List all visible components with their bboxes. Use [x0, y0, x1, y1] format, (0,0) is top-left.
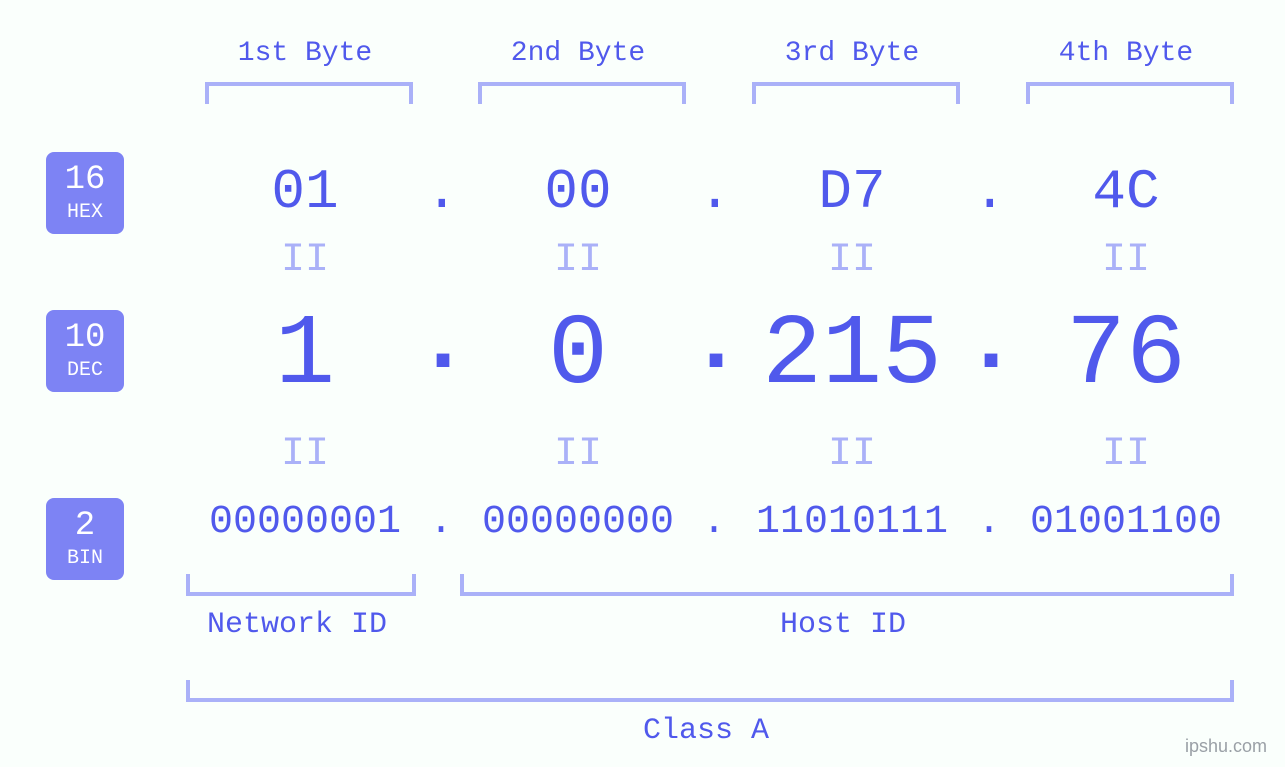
- eq-sign-2c: II: [822, 432, 882, 477]
- byte-header-1: 1st Byte: [175, 38, 435, 69]
- badge-bin-label: BIN: [67, 548, 103, 570]
- badge-dec-base: 10: [65, 320, 106, 357]
- host-id-label: Host ID: [460, 608, 1226, 642]
- badge-bin-base: 2: [75, 508, 95, 545]
- top-bracket-3: [752, 82, 960, 104]
- eq-sign-1d: II: [1096, 238, 1156, 283]
- eq-sign-1b: II: [548, 238, 608, 283]
- top-bracket-2: [478, 82, 686, 104]
- watermark: ipshu.com: [1185, 736, 1267, 757]
- bin-byte-1: 00000001: [175, 500, 435, 545]
- badge-dec: 10 DEC: [46, 310, 124, 392]
- badge-hex: 16 HEX: [46, 152, 124, 234]
- eq-sign-2a: II: [275, 432, 335, 477]
- badge-bin: 2 BIN: [46, 498, 124, 580]
- eq-sign-2b: II: [548, 432, 608, 477]
- bottom-bracket-class: [186, 680, 1234, 702]
- byte-header-4: 4th Byte: [996, 38, 1256, 69]
- dec-byte-2: 0: [458, 300, 698, 413]
- class-label: Class A: [186, 714, 1226, 748]
- eq-sign-2d: II: [1096, 432, 1156, 477]
- bin-byte-3: 11010111: [722, 500, 982, 545]
- hex-byte-4: 4C: [1006, 160, 1246, 224]
- top-bracket-4: [1026, 82, 1234, 104]
- dec-byte-1: 1: [185, 300, 425, 413]
- hex-dot-3: .: [973, 160, 1007, 224]
- network-id-label: Network ID: [186, 608, 408, 642]
- badge-hex-base: 16: [65, 162, 106, 199]
- bottom-bracket-network: [186, 574, 416, 596]
- bottom-bracket-host: [460, 574, 1234, 596]
- badge-dec-label: DEC: [67, 360, 103, 382]
- byte-header-3: 3rd Byte: [722, 38, 982, 69]
- hex-byte-1: 01: [185, 160, 425, 224]
- dec-byte-4: 76: [1006, 300, 1246, 413]
- hex-byte-2: 00: [458, 160, 698, 224]
- top-bracket-1: [205, 82, 413, 104]
- bin-byte-2: 00000000: [448, 500, 708, 545]
- bin-byte-4: 01001100: [996, 500, 1256, 545]
- hex-byte-3: D7: [732, 160, 972, 224]
- badge-hex-label: HEX: [67, 202, 103, 224]
- eq-sign-1c: II: [822, 238, 882, 283]
- byte-header-2: 2nd Byte: [448, 38, 708, 69]
- dec-byte-3: 215: [732, 300, 972, 413]
- hex-dot-1: .: [425, 160, 459, 224]
- hex-dot-2: .: [698, 160, 732, 224]
- eq-sign-1a: II: [275, 238, 335, 283]
